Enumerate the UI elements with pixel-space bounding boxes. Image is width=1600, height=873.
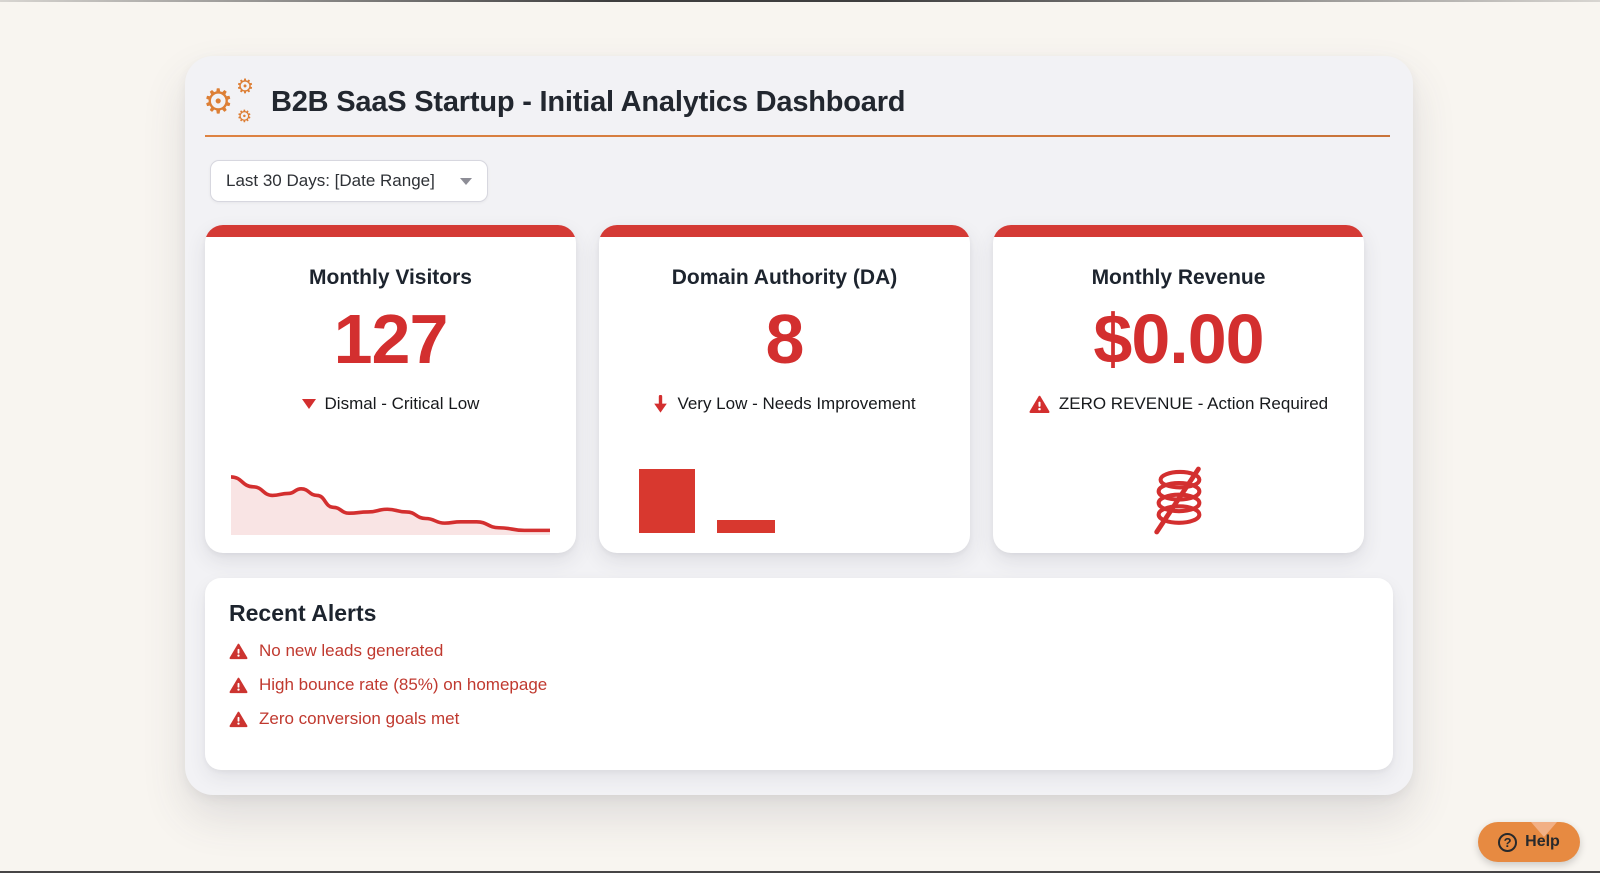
card-status-text: ZERO REVENUE - Action Required xyxy=(1058,394,1329,413)
help-button-notch xyxy=(1531,822,1557,837)
card-title: Domain Authority (DA) xyxy=(671,266,898,289)
date-range-label: Last 30 Days: [Date Range] xyxy=(226,171,435,190)
metric-cards-row: Monthly Visitors 127 Dismal - Critical L… xyxy=(205,225,1364,553)
da-bar xyxy=(639,469,695,533)
sparkline-svg xyxy=(231,469,550,535)
question-circle-icon: ? xyxy=(1498,832,1518,852)
triangle-down-icon xyxy=(301,399,316,409)
card-domain-authority: Domain Authority (DA) 8 Very Low - Needs… xyxy=(599,225,970,553)
gears-icon: ⚙ ⚙ ⚙ xyxy=(203,74,254,127)
alert-text: No new leads generated xyxy=(259,641,444,660)
alert-item: No new leads generated xyxy=(229,641,1369,661)
no-money-coins-icon xyxy=(993,465,1364,537)
help-button-label: Help xyxy=(1525,833,1560,850)
alert-item: High bounce rate (85%) on homepage xyxy=(229,675,1369,695)
card-monthly-visitors: Monthly Visitors 127 Dismal - Critical L… xyxy=(205,225,576,553)
warning-triangle-icon xyxy=(229,711,248,727)
card-status: ZERO REVENUE - Action Required xyxy=(1029,394,1328,414)
coins-slash-svg xyxy=(1153,466,1201,535)
card-value: $0.00 xyxy=(1093,300,1264,378)
date-range-dropdown[interactable]: Last 30 Days: [Date Range] xyxy=(210,160,488,202)
card-status-text: Very Low - Needs Improvement xyxy=(677,394,916,413)
dashboard-header: ⚙ ⚙ ⚙ B2B SaaS Startup - Initial Analyti… xyxy=(203,74,906,130)
help-button[interactable]: ? Help xyxy=(1478,822,1580,862)
card-title: Monthly Visitors xyxy=(309,266,472,289)
alert-text: Zero conversion goals met xyxy=(259,709,460,728)
da-mini-bar-chart xyxy=(599,469,970,533)
card-value: 127 xyxy=(333,300,449,378)
header-divider xyxy=(205,135,1390,137)
card-accent-bar xyxy=(599,225,970,237)
alerts-title: Recent Alerts xyxy=(229,600,377,626)
dashboard-panel: ⚙ ⚙ ⚙ B2B SaaS Startup - Initial Analyti… xyxy=(185,56,1413,795)
arrow-down-icon xyxy=(654,394,668,413)
screenshot-bottom-edge xyxy=(0,871,1600,873)
card-accent-bar xyxy=(993,225,1364,237)
card-title: Monthly Revenue xyxy=(1091,266,1266,289)
warning-triangle-icon xyxy=(229,677,248,693)
card-accent-bar xyxy=(205,225,576,237)
alert-item: Zero conversion goals met xyxy=(229,709,1369,729)
card-status: Very Low - Needs Improvement xyxy=(653,394,916,414)
card-value: 8 xyxy=(765,300,805,378)
warning-triangle-icon xyxy=(229,643,248,659)
card-status: Dismal - Critical Low xyxy=(301,394,480,414)
chevron-down-icon xyxy=(460,177,472,185)
screenshot-top-edge xyxy=(0,0,1600,2)
alert-text: High bounce rate (85%) on homepage xyxy=(259,675,548,694)
visitors-sparkline xyxy=(205,469,576,553)
card-monthly-revenue: Monthly Revenue $0.00 ZERO REVENUE - Act… xyxy=(993,225,1364,553)
da-bar xyxy=(717,519,775,533)
warning-triangle-icon xyxy=(1029,395,1050,413)
page-title: B2B SaaS Startup - Initial Analytics Das… xyxy=(271,85,906,118)
recent-alerts-card: Recent Alerts No new leads generated Hig… xyxy=(205,578,1393,770)
card-status-text: Dismal - Critical Low xyxy=(324,394,480,413)
